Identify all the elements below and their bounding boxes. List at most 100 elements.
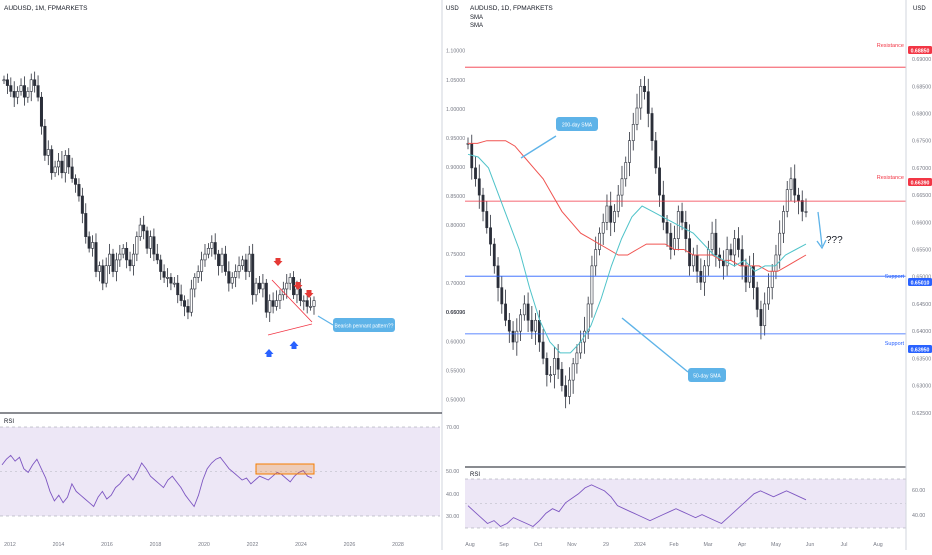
left-time-tick: 2016 <box>101 542 113 548</box>
right-price-tick: 0.68500 <box>912 84 931 90</box>
left-candle-body <box>183 300 187 307</box>
right-candle-body <box>530 319 534 332</box>
right-candle-body <box>549 374 553 376</box>
right-price-tick: 0.62500 <box>912 411 931 417</box>
sma200-callout-box <box>556 117 598 131</box>
right-price-tick: 0.63500 <box>912 356 931 362</box>
sma50-callout-pointer <box>621 317 689 373</box>
right-price-tick: 0.66000 <box>912 220 931 226</box>
left-candle-body <box>172 282 176 285</box>
right-candle-body <box>601 222 605 234</box>
right-candle-body <box>631 124 635 141</box>
right-candle-body <box>778 232 782 256</box>
right-candle-body <box>706 249 710 267</box>
left-candle-body <box>288 277 292 284</box>
right-candle-body <box>504 303 507 321</box>
right-candle-body <box>485 211 489 229</box>
right-candle-body <box>643 85 646 93</box>
pennant-callout-pointer <box>317 315 334 326</box>
right-candle-body <box>797 194 800 201</box>
right-sma1-label: SMA <box>470 15 483 21</box>
left-time-tick: 2020 <box>198 542 210 548</box>
left-candle-body <box>128 259 132 267</box>
right-candle-body <box>680 211 684 223</box>
left-candle-body <box>77 184 81 197</box>
left-candle-body <box>309 306 313 308</box>
pennant-callout-text: Bearish pennant pattern?? <box>335 324 394 330</box>
right-candle-body <box>492 243 496 267</box>
left-candle-body <box>251 253 255 296</box>
right-candle-body <box>658 167 661 196</box>
right-candle-body <box>537 319 541 343</box>
right-candle-body <box>684 222 688 239</box>
left-candle-body <box>217 253 221 267</box>
right-candle-body <box>789 178 793 190</box>
left-price-tick: 0.75000 <box>446 252 465 258</box>
resistance-price: 0.68850 <box>911 49 930 55</box>
right-price-tick: 0.64500 <box>912 302 931 308</box>
right-candle-body <box>725 249 729 267</box>
right-candle-body <box>552 358 556 375</box>
pennant-upper-line <box>271 279 313 323</box>
left-candle-body <box>70 166 74 179</box>
right-candle-body <box>714 232 718 256</box>
left-candle-body <box>254 282 258 296</box>
right-candle-body <box>763 303 767 327</box>
left-chart-title: AUDUSD, 1M, FPMARKETS <box>4 5 88 12</box>
support2-label: Support <box>885 341 905 347</box>
daily-chart-pane[interactable]: 0.69000 0.68500 0.68000 0.67500 0.67000 0.665… <box>465 57 931 548</box>
left-price-tick: 0.85000 <box>446 194 465 200</box>
left-rsi-line <box>1 454 313 508</box>
right-candle-body <box>782 211 785 234</box>
right-candle-body <box>511 330 515 343</box>
left-candle-body <box>108 253 112 267</box>
sma50-callout-box <box>688 368 726 382</box>
right-sma2-label: SMA <box>470 23 483 29</box>
left-candle-body <box>138 224 142 237</box>
left-candle-body <box>39 96 43 127</box>
monthly-chart-pane[interactable]: 1.10000 1.05000 1.00000 0.95000 0.90000 0.850… <box>0 49 465 548</box>
left-price-tick: 0.90000 <box>446 165 465 171</box>
left-candle-body <box>111 253 115 272</box>
left-last-price: 0.66096 <box>446 310 465 316</box>
left-candle-body <box>46 149 50 156</box>
right-candle-body <box>650 113 654 141</box>
left-time-tick: 2024 <box>295 542 307 548</box>
right-candle-body <box>703 265 707 283</box>
left-price-tick: 0.60000 <box>446 339 465 345</box>
left-candle-body <box>16 91 20 98</box>
right-price-tick: 0.68000 <box>912 111 931 117</box>
bearish-arrow-icon <box>273 258 283 266</box>
resistance2-label: Resistance <box>877 175 904 181</box>
left-candle-body <box>227 271 231 284</box>
left-price-tick: 0.95000 <box>446 136 465 142</box>
left-candle-body <box>244 259 248 272</box>
right-rsi-label: RSI <box>470 472 480 478</box>
sma200-callout-pointer <box>520 135 557 159</box>
left-candle-body <box>257 282 261 290</box>
pennant-lower-line <box>267 323 313 336</box>
right-time-tick: 29 <box>603 542 609 548</box>
left-candle-body <box>247 253 251 272</box>
right-candle-body <box>545 358 549 375</box>
right-candle-body <box>616 194 620 212</box>
right-candle-body <box>785 189 789 212</box>
right-rsi-tick: 40.00 <box>912 513 925 519</box>
right-time-tick: Jun <box>806 542 815 548</box>
left-rsi-tick: 30.00 <box>446 514 459 520</box>
right-candle-body <box>748 265 752 283</box>
left-candle-body <box>87 236 91 249</box>
left-candle-body <box>223 253 227 272</box>
left-candle-body <box>60 160 64 174</box>
right-candle-body <box>481 194 485 212</box>
sma200-line <box>468 140 807 272</box>
right-candle-body <box>613 211 616 223</box>
left-candle-body <box>159 259 163 272</box>
left-candle-body <box>200 259 204 272</box>
left-candle-body <box>285 282 289 290</box>
left-candle-body <box>142 224 146 232</box>
left-candle-body <box>43 125 47 156</box>
left-candle-body <box>135 236 139 255</box>
right-candle-body <box>793 178 797 196</box>
